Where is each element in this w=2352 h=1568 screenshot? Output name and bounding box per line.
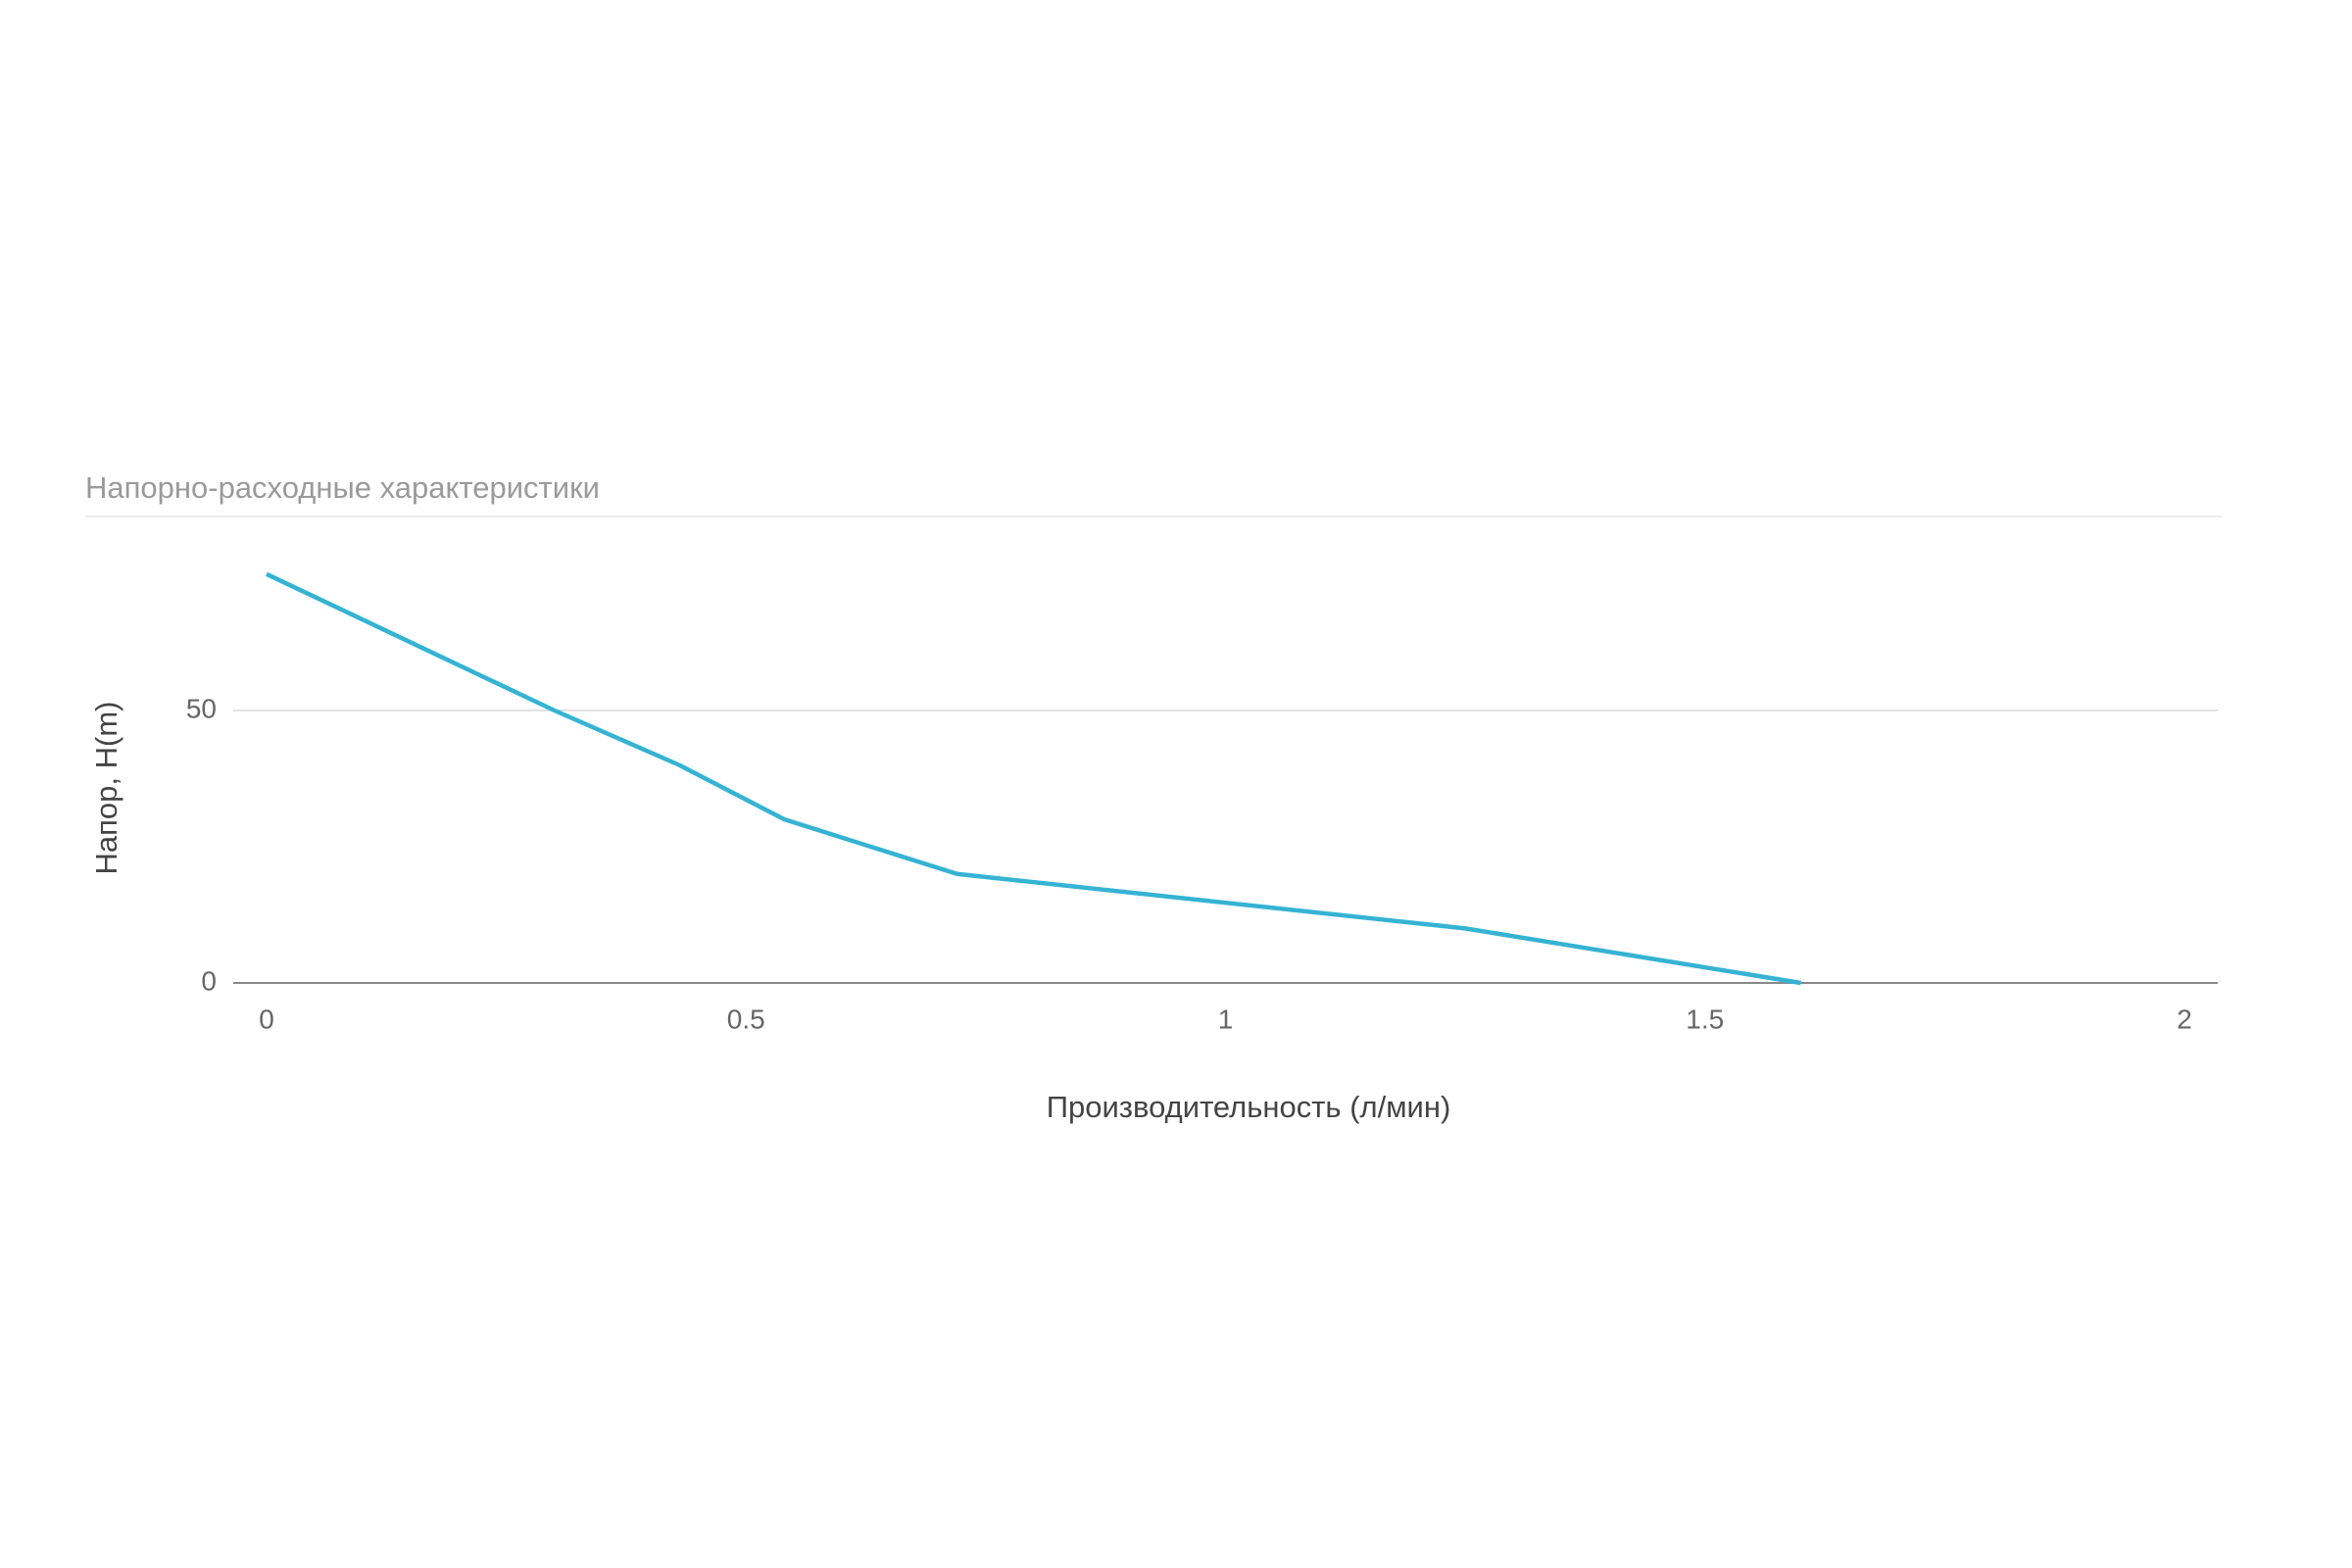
y-tick-label: 0 xyxy=(201,965,217,996)
x-tick-label: 0.5 xyxy=(727,1004,765,1034)
x-tick-label: 2 xyxy=(2177,1004,2192,1034)
x-tick-label: 0 xyxy=(259,1004,274,1034)
y-axis-title: Напор, H(m) xyxy=(89,702,123,875)
y-tick-label: 50 xyxy=(186,693,217,723)
x-axis-title: Производительность (л/мин) xyxy=(1047,1090,1451,1124)
data-line xyxy=(266,571,1801,986)
x-tick-label: 1.5 xyxy=(1686,1004,1724,1034)
x-tick-label: 1 xyxy=(1218,1004,1234,1034)
chart-title: Напорно-расходные характеристики xyxy=(85,470,600,505)
